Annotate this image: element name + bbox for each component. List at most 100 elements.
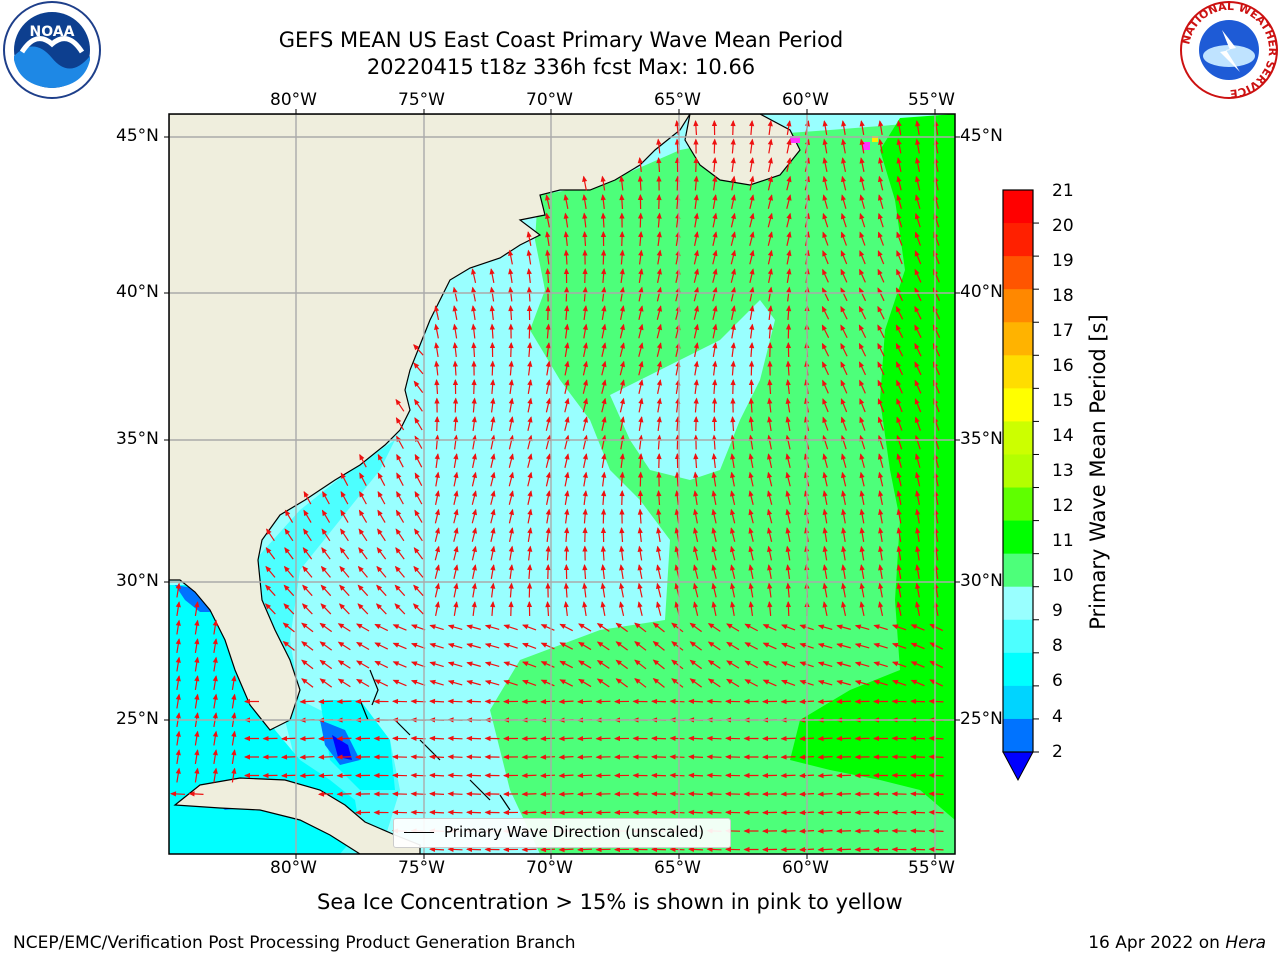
wave-direction-arrow (915, 564, 921, 579)
wave-direction-arrow (786, 194, 792, 209)
wave-direction-arrow (878, 582, 884, 598)
wave-direction-arrow (578, 623, 592, 632)
wave-direction-arrow (841, 582, 847, 598)
wave-direction-arrow (356, 679, 370, 687)
wave-direction-arrow (707, 641, 721, 651)
wave-direction-arrow (601, 360, 607, 376)
wave-direction-arrow (490, 379, 496, 395)
wave-direction-arrow (359, 453, 367, 468)
wave-direction-arrow (320, 603, 332, 615)
wave-direction-arrow (671, 641, 684, 651)
wave-direction-arrow (582, 212, 588, 228)
wave-direction-arrow (376, 565, 387, 578)
wave-direction-arrow (749, 323, 755, 339)
wave-direction-arrow (489, 323, 495, 339)
wave-direction-arrow (748, 582, 754, 598)
wave-direction-arrow (600, 508, 607, 524)
wave-direction-arrow (600, 527, 607, 543)
wave-direction-arrow (356, 642, 370, 650)
wave-direction-arrow (447, 679, 463, 686)
wave-direction-arrow (194, 638, 200, 654)
wave-direction-arrow (434, 305, 440, 320)
wave-direction-arrow (767, 286, 773, 302)
wave-direction-arrow (786, 249, 792, 265)
wave-direction-arrow (712, 342, 718, 358)
wave-direction-arrow (600, 231, 607, 247)
wave-direction-arrow (429, 642, 444, 649)
wave-direction-arrow (564, 379, 570, 394)
wave-direction-arrow (376, 547, 387, 560)
wave-direction-arrow (503, 661, 518, 668)
wave-direction-arrow (600, 175, 606, 191)
wave-direction-arrow (564, 342, 570, 357)
wave-direction-arrow (412, 603, 424, 615)
footer-credit: NCEP/EMC/Verification Post Processing Pr… (13, 933, 576, 953)
wave-direction-arrow (175, 619, 181, 635)
wave-direction-arrow (434, 360, 440, 376)
wave-direction-arrow (729, 545, 736, 561)
wave-direction-arrow (453, 471, 459, 487)
wave-direction-arrow (563, 249, 569, 265)
wave-direction-arrow (340, 472, 349, 486)
wave-direction-arrow (749, 138, 755, 154)
wave-direction-arrow (896, 601, 902, 616)
wave-direction-arrow (601, 397, 607, 413)
wave-direction-arrow (707, 623, 721, 632)
colorbar-bins (1002, 189, 1034, 782)
wave-direction-arrow (859, 545, 865, 561)
wave-direction-arrow (319, 641, 333, 651)
wave-direction-arrow (786, 175, 792, 191)
wave-direction-arrow (410, 624, 426, 631)
wave-direction-arrow (521, 698, 537, 705)
wave-direction-arrow (453, 527, 459, 542)
wave-direction-arrow (600, 249, 607, 265)
wave-direction-arrow (693, 194, 699, 210)
wave-direction-arrow (877, 305, 885, 320)
wave-direction-arrow (896, 120, 902, 136)
wave-direction-arrow (637, 527, 643, 543)
wave-direction-arrow (785, 582, 791, 598)
wave-direction-arrow (471, 379, 477, 395)
wave-direction-arrow (526, 305, 533, 321)
wave-direction-arrow (929, 642, 944, 650)
wave-direction-arrow (730, 212, 736, 228)
wave-direction-arrow (878, 157, 884, 172)
wave-direction-arrow (914, 287, 922, 302)
wave-direction-arrow (836, 698, 852, 705)
wave-direction-arrow (508, 286, 514, 302)
wave-direction-arrow (693, 120, 699, 136)
wave-direction-arrow (619, 268, 625, 284)
wave-direction-arrow (762, 624, 777, 631)
wave-direction-arrow (785, 527, 791, 542)
wave-direction-arrow (301, 622, 314, 633)
wave-direction-arrow (877, 212, 884, 228)
wave-direction-arrow (706, 698, 722, 705)
colorbar-bin (1003, 388, 1033, 422)
wave-direction-arrow (564, 490, 570, 506)
wave-direction-arrow (910, 642, 925, 650)
wave-direction-arrow (619, 601, 625, 616)
wave-direction-arrow (283, 603, 295, 615)
wave-direction-arrow (526, 582, 533, 598)
wave-direction-arrow (340, 490, 349, 505)
wave-direction-arrow (600, 545, 606, 561)
wave-direction-arrow (781, 624, 796, 631)
wave-direction-arrow (471, 305, 477, 321)
wave-direction-arrow (840, 194, 847, 209)
wave-direction-arrow (319, 622, 333, 633)
wave-direction-arrow (638, 323, 644, 339)
wave-direction-arrow (914, 453, 921, 468)
wave-direction-arrow (336, 698, 352, 705)
wave-direction-arrow (785, 490, 791, 505)
wave-direction-arrow (522, 679, 537, 687)
wave-direction-arrow (693, 508, 699, 524)
wave-direction-arrow (822, 582, 828, 598)
wave-direction-arrow (656, 471, 662, 487)
wave-direction-arrow (578, 660, 592, 669)
wave-direction-arrow (821, 324, 830, 339)
wave-direction-arrow (375, 603, 387, 615)
wave-direction-arrow (896, 564, 902, 579)
wave-direction-arrow (656, 545, 662, 561)
wave-direction-arrow (692, 545, 699, 561)
wave-direction-arrow (320, 584, 332, 597)
